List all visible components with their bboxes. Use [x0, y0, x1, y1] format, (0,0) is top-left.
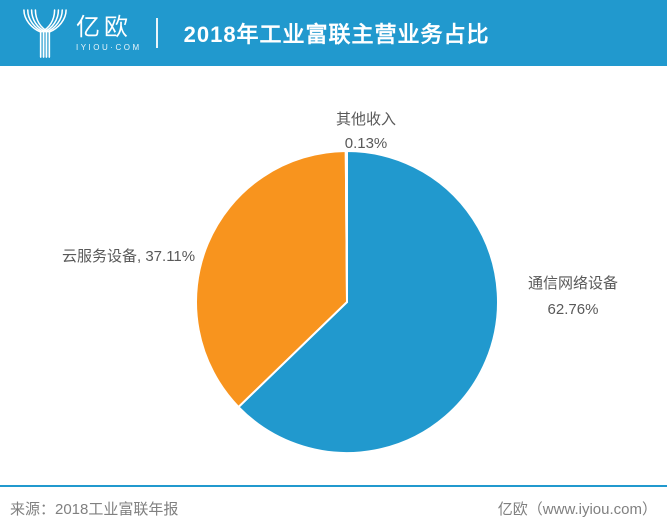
- source-note: 来源：2018工业富联年报: [10, 501, 179, 518]
- iyiou-logo-text: 亿欧 IYIOU·COM: [76, 13, 142, 52]
- credit-note: 亿欧（www.iyiou.com）: [497, 501, 657, 518]
- footer: 来源：2018工业富联年报 亿欧（www.iyiou.com）: [0, 485, 667, 524]
- label-comm-equipment-name: 通信网络设备: [527, 275, 619, 292]
- label-cloud-equipment: 云服务设备, 37.11%: [62, 248, 195, 266]
- label-other-income-value: 0.13%: [344, 135, 388, 152]
- label-comm-equipment: 通信网络设备 62.76%: [528, 271, 618, 323]
- pie-slice-其他收入: [344, 149, 348, 303]
- pie-chart: 其他收入 0.13% 云服务设备, 37.11% 通信网络设备 62.76%: [0, 66, 667, 485]
- label-other-income: 其他收入 0.13%: [336, 108, 396, 156]
- pie-slice-通信网络设备: [237, 150, 499, 454]
- header-banner: 亿欧 IYIOU·COM 2018年工业富联主营业务占比: [0, 0, 667, 66]
- page-title: 2018年工业富联主营业务占比: [183, 22, 490, 47]
- pie-slice-云服务设备: [195, 150, 348, 409]
- logo-subtitle: IYIOU·COM: [76, 42, 142, 52]
- label-other-income-name: 其他收入: [335, 111, 397, 128]
- label-comm-equipment-value: 62.76%: [547, 301, 599, 318]
- logo-name: 亿欧: [76, 13, 132, 41]
- label-cloud-equipment-text: 云服务设备, 37.11%: [62, 248, 196, 265]
- iyiou-logo: 亿欧 IYIOU·COM: [22, 7, 142, 59]
- pie-svg: [195, 149, 499, 454]
- iyiou-logo-icon: [23, 9, 67, 58]
- header-divider: [155, 18, 158, 48]
